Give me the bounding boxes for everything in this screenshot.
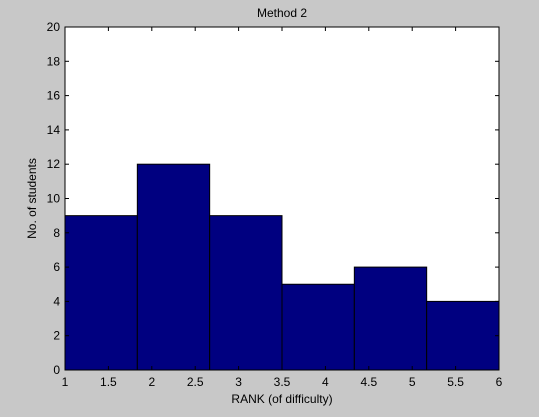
y-tick-label: 6: [53, 260, 60, 274]
x-tick-label: 6: [496, 375, 503, 389]
x-tick-label: 4: [322, 375, 329, 389]
x-tick-label: 4.5: [360, 375, 377, 389]
x-tick-label: 1: [62, 375, 69, 389]
bar-3: [209, 215, 283, 371]
y-tick-label: 10: [47, 192, 61, 206]
x-tick-label: 1.5: [100, 375, 117, 389]
y-tick-label: 16: [47, 89, 61, 103]
x-tick-label: 2.5: [187, 375, 204, 389]
chart-title: Method 2: [257, 6, 307, 20]
y-tick-label: 8: [53, 226, 60, 240]
bars-group: [64, 163, 500, 371]
y-tick-label: 14: [47, 123, 61, 137]
x-tick-label: 5.5: [447, 375, 464, 389]
x-axis-label: RANK (of difficulty): [231, 392, 332, 406]
y-tick-label: 12: [47, 157, 61, 171]
x-tick-label: 5: [409, 375, 416, 389]
y-tick-label: 0: [53, 363, 60, 377]
y-tick-label: 4: [53, 294, 60, 308]
bar-6: [426, 300, 500, 371]
y-tick-label: 2: [53, 329, 60, 343]
y-tick-label: 20: [47, 20, 61, 34]
x-axis: 1 1.5 2 2.5 3 3.5 4 4.5 5 5.5 6: [62, 27, 503, 389]
x-tick-label: 3: [235, 375, 242, 389]
y-axis-label: No. of students: [25, 158, 39, 239]
y-tick-label: 18: [47, 54, 61, 68]
bar-2: [136, 163, 211, 371]
bar-5: [353, 266, 428, 371]
y-axis: 0 2 4 6 8 10 12 14 16 18 20: [47, 20, 499, 377]
x-tick-label: 2: [148, 375, 155, 389]
bar-4: [281, 283, 355, 371]
bar-1: [64, 215, 138, 371]
x-tick-label: 3.5: [274, 375, 291, 389]
